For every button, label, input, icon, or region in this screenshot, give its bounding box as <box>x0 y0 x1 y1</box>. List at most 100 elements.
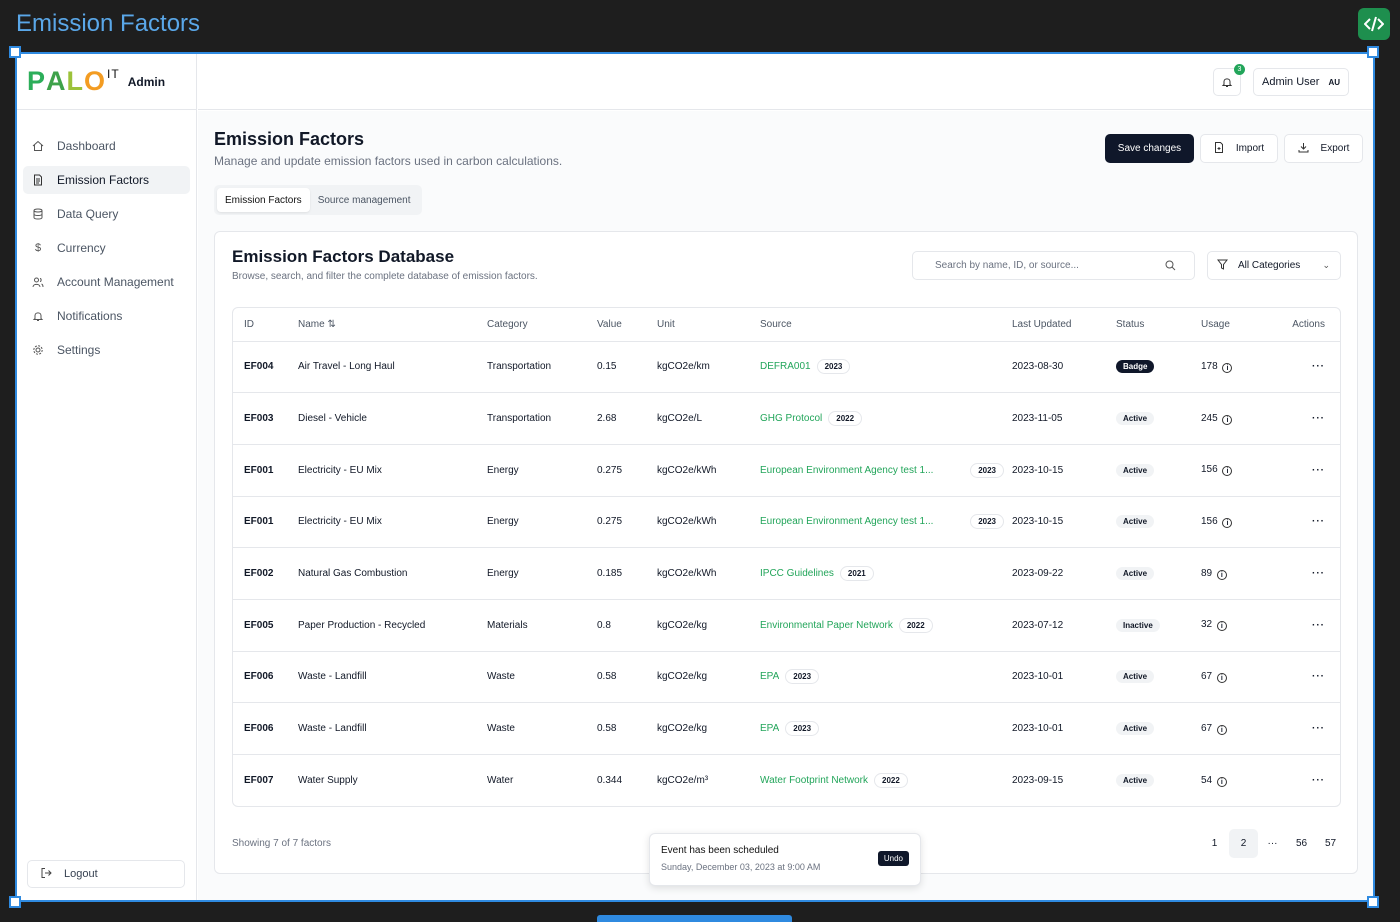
cell-unit: kgCO2e/L <box>657 392 760 445</box>
info-icon[interactable]: i <box>1222 517 1233 528</box>
column-header-status[interactable]: Status <box>1116 308 1201 342</box>
sidebar-item-notifications[interactable]: Notifications <box>23 302 190 330</box>
info-icon[interactable]: i <box>1216 672 1227 683</box>
table-row[interactable]: EF006 Waste - Landfill Waste 0.58 kgCO2e/kg E… <box>233 702 1340 755</box>
info-icon[interactable]: i <box>1222 362 1233 373</box>
status-badge: Active <box>1116 722 1155 736</box>
sidebar-item-currency[interactable]: $ Currency <box>23 234 190 262</box>
sidebar-item-account-management[interactable]: Account Management <box>23 268 190 296</box>
column-header-category[interactable]: Category <box>487 308 597 342</box>
table-row[interactable]: EF002 Natural Gas Combustion Energy 0.185 kg… <box>233 547 1340 600</box>
column-header-unit[interactable]: Unit <box>657 308 760 342</box>
table-row[interactable]: EF001 Electricity - EU Mix Energy 0.275 kgCO… <box>233 496 1340 549</box>
source-link[interactable]: European Environment Agency test 1... <box>760 464 934 476</box>
sort-icon[interactable]: ⇅ <box>327 318 336 330</box>
user-menu-button[interactable]: Admin User AU <box>1253 68 1349 96</box>
source-link[interactable]: Water Footprint Network <box>760 775 868 787</box>
more-actions-icon[interactable]: ··· <box>1312 775 1325 787</box>
cell-id: EF004 <box>233 341 298 394</box>
page-link-1[interactable]: 1 <box>1211 838 1218 849</box>
cell-status: Active <box>1116 755 1201 807</box>
resize-handle-top-left[interactable] <box>9 46 21 58</box>
search-input[interactable]: Search by name, ID, or source... <box>912 251 1195 280</box>
save-changes-button[interactable]: Save changes <box>1105 134 1194 163</box>
table-row[interactable]: EF003 Diesel - Vehicle Transportation 2.68 k… <box>233 392 1340 445</box>
cell-unit: kgCO2e/kWh <box>657 444 760 497</box>
page-link-57[interactable]: 57 <box>1324 838 1337 849</box>
source-link[interactable]: GHG Protocol <box>760 413 823 425</box>
column-header-id[interactable]: ID <box>233 308 298 342</box>
column-header-usage[interactable]: Usage <box>1201 308 1279 342</box>
card-title: Emission Factors Database <box>232 247 455 266</box>
table-row[interactable]: EF004 Air Travel - Long Haul Transportatio… <box>233 341 1340 394</box>
column-header-value[interactable]: Value <box>597 308 657 342</box>
sidebar-item-label: Data Query <box>57 207 119 221</box>
import-button[interactable]: Import <box>1200 134 1278 163</box>
more-actions-icon[interactable]: ··· <box>1312 619 1325 631</box>
source-link[interactable]: DEFRA001 <box>760 361 811 373</box>
page-title: Emission Factors <box>214 129 365 149</box>
sidebar-item-emission-factors[interactable]: Emission Factors <box>23 166 190 194</box>
cell-value: 2.68 <box>597 392 657 445</box>
info-icon[interactable]: i <box>1222 466 1233 477</box>
code-view-button[interactable] <box>1358 8 1390 40</box>
search-icon <box>1165 260 1176 274</box>
resize-handle-bottom-right[interactable] <box>1367 896 1379 908</box>
resize-handle-top-right[interactable] <box>1367 46 1379 58</box>
cell-actions: ··· <box>1279 702 1340 755</box>
resize-handle-bottom-left[interactable] <box>9 896 21 908</box>
sidebar: P A L O IT Admin Dashboard Emission Factors … <box>17 54 197 900</box>
info-icon[interactable]: i <box>1216 569 1227 580</box>
table-row[interactable]: EF001 Electricity - EU Mix Energy 0.275 kgCO… <box>233 444 1340 497</box>
cell-value: 0.15 <box>597 341 657 394</box>
usage-count: 67 <box>1201 670 1213 682</box>
notifications-button[interactable]: 3 <box>1213 64 1245 96</box>
more-actions-icon[interactable]: ··· <box>1312 413 1325 425</box>
column-header-name[interactable]: Name ⇅ <box>298 308 487 342</box>
more-actions-icon[interactable]: ··· <box>1312 464 1325 476</box>
info-icon[interactable]: i <box>1216 724 1227 735</box>
logout-button[interactable]: Logout <box>27 860 185 888</box>
tab-emission-factors[interactable]: Emission Factors <box>217 188 310 212</box>
cell-last-updated: 2023-10-15 <box>1012 444 1116 497</box>
source-link[interactable]: Environmental Paper Network <box>760 619 893 631</box>
cell-usage: 89 i <box>1201 547 1279 600</box>
page-link-2[interactable]: 2 <box>1229 829 1258 858</box>
info-icon[interactable]: i <box>1222 414 1233 425</box>
column-header-last-updated[interactable]: Last Updated <box>1012 308 1116 342</box>
more-actions-icon[interactable]: ··· <box>1312 671 1325 683</box>
category-filter-select[interactable]: All Categories ⌄ <box>1207 251 1341 280</box>
tab-source-management[interactable]: Source management <box>317 194 411 206</box>
cell-actions: ··· <box>1279 755 1340 807</box>
more-actions-icon[interactable]: ··· <box>1312 568 1325 580</box>
table-row[interactable]: EF007 Water Supply Water 0.344 kgCO2e/m³ Wate… <box>233 755 1340 807</box>
year-badge: 2023 <box>816 359 851 375</box>
table-row[interactable]: EF005 Paper Production - Recycled Material… <box>233 599 1340 652</box>
import-label: Import <box>1235 143 1265 154</box>
cell-source: European Environment Agency test 1... 202… <box>760 444 1012 497</box>
document-icon <box>31 173 45 187</box>
column-header-source[interactable]: Source <box>760 308 1012 342</box>
cell-id: EF001 <box>233 496 298 549</box>
source-link[interactable]: EPA <box>760 671 780 683</box>
cell-last-updated: 2023-10-01 <box>1012 702 1116 755</box>
source-link[interactable]: IPCC Guidelines <box>760 568 834 580</box>
cell-category: Transportation <box>487 341 597 394</box>
more-actions-icon[interactable]: ··· <box>1312 723 1325 735</box>
bottom-tab-indicator[interactable] <box>597 915 792 922</box>
more-actions-icon[interactable]: ··· <box>1312 361 1325 373</box>
sidebar-item-data-query[interactable]: Data Query <box>23 200 190 228</box>
source-link[interactable]: EPA <box>760 723 780 735</box>
source-link[interactable]: European Environment Agency test 1... <box>760 516 934 528</box>
info-icon[interactable]: i <box>1216 621 1227 632</box>
code-icon <box>1364 16 1384 32</box>
export-button[interactable]: Export <box>1284 134 1363 163</box>
sidebar-item-dashboard[interactable]: Dashboard <box>23 132 190 160</box>
page-link-56[interactable]: 56 <box>1295 838 1308 849</box>
sidebar-item-settings[interactable]: Settings <box>23 336 190 364</box>
cell-last-updated: 2023-11-05 <box>1012 392 1116 445</box>
undo-button[interactable]: Undo <box>877 851 909 866</box>
info-icon[interactable]: i <box>1216 776 1227 787</box>
table-row[interactable]: EF006 Waste - Landfill Waste 0.58 kgCO2e/kg E… <box>233 651 1340 704</box>
more-actions-icon[interactable]: ··· <box>1312 516 1325 528</box>
